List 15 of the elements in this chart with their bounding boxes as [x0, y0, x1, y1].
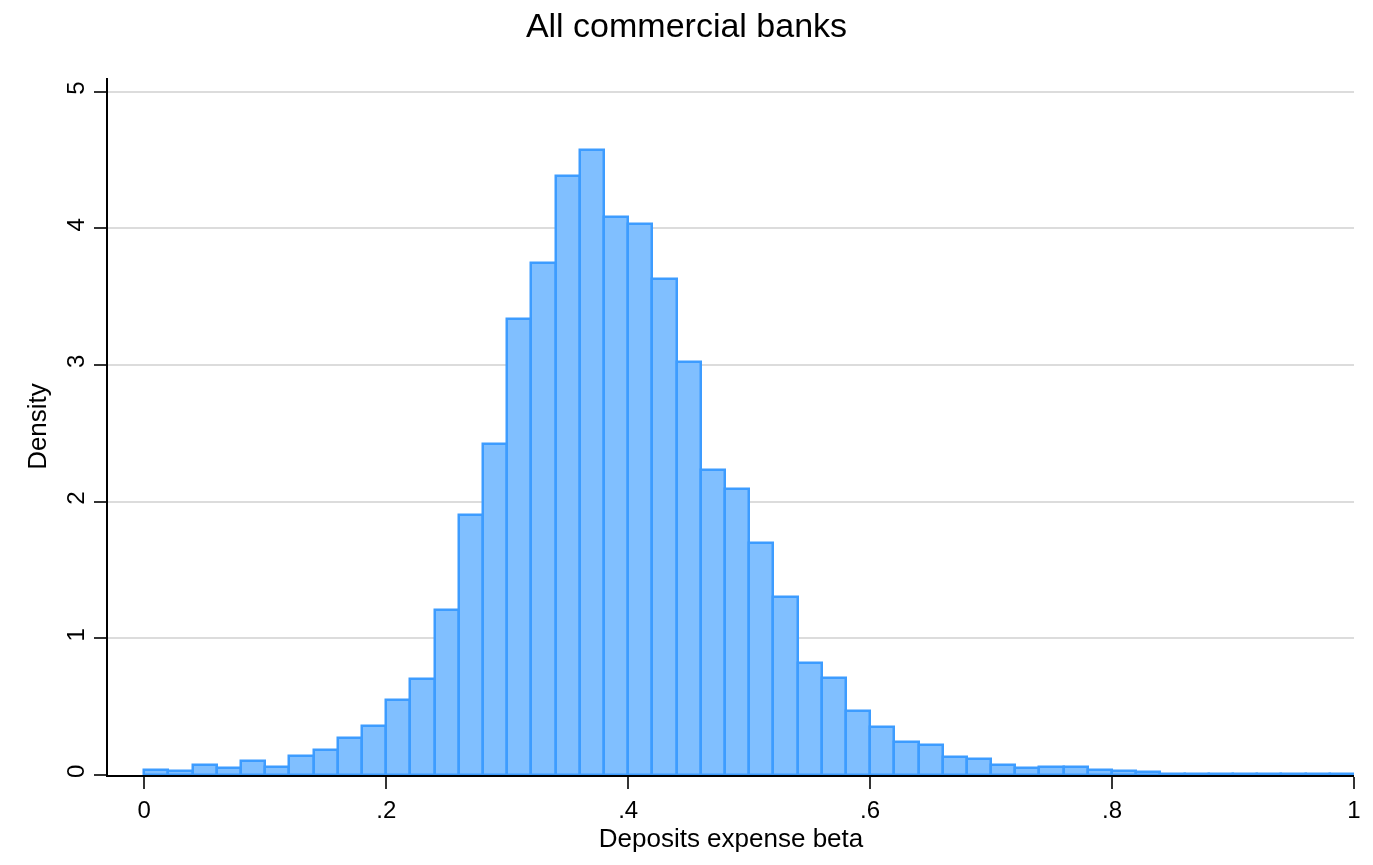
x-tick-label: 0	[137, 795, 151, 823]
y-tick-label: 4	[62, 218, 90, 232]
x-tick-label: .4	[618, 795, 639, 823]
y-tick-label: 3	[62, 354, 90, 369]
y-tick-label: 1	[62, 628, 90, 642]
x-tick-label: 1	[1347, 795, 1361, 823]
x-axis-title: Deposits expense beta	[598, 822, 864, 853]
x-tick-label: .2	[376, 795, 397, 823]
x-tick-label: .6	[860, 795, 881, 823]
y-axis-title: Density	[22, 383, 53, 470]
y-tick-label: 2	[62, 491, 90, 505]
x-tick-label: .8	[1102, 795, 1123, 823]
y-tick-label: 0	[62, 764, 90, 779]
chart-title: All commercial banks	[525, 5, 848, 44]
y-tick-label: 5	[62, 81, 90, 95]
